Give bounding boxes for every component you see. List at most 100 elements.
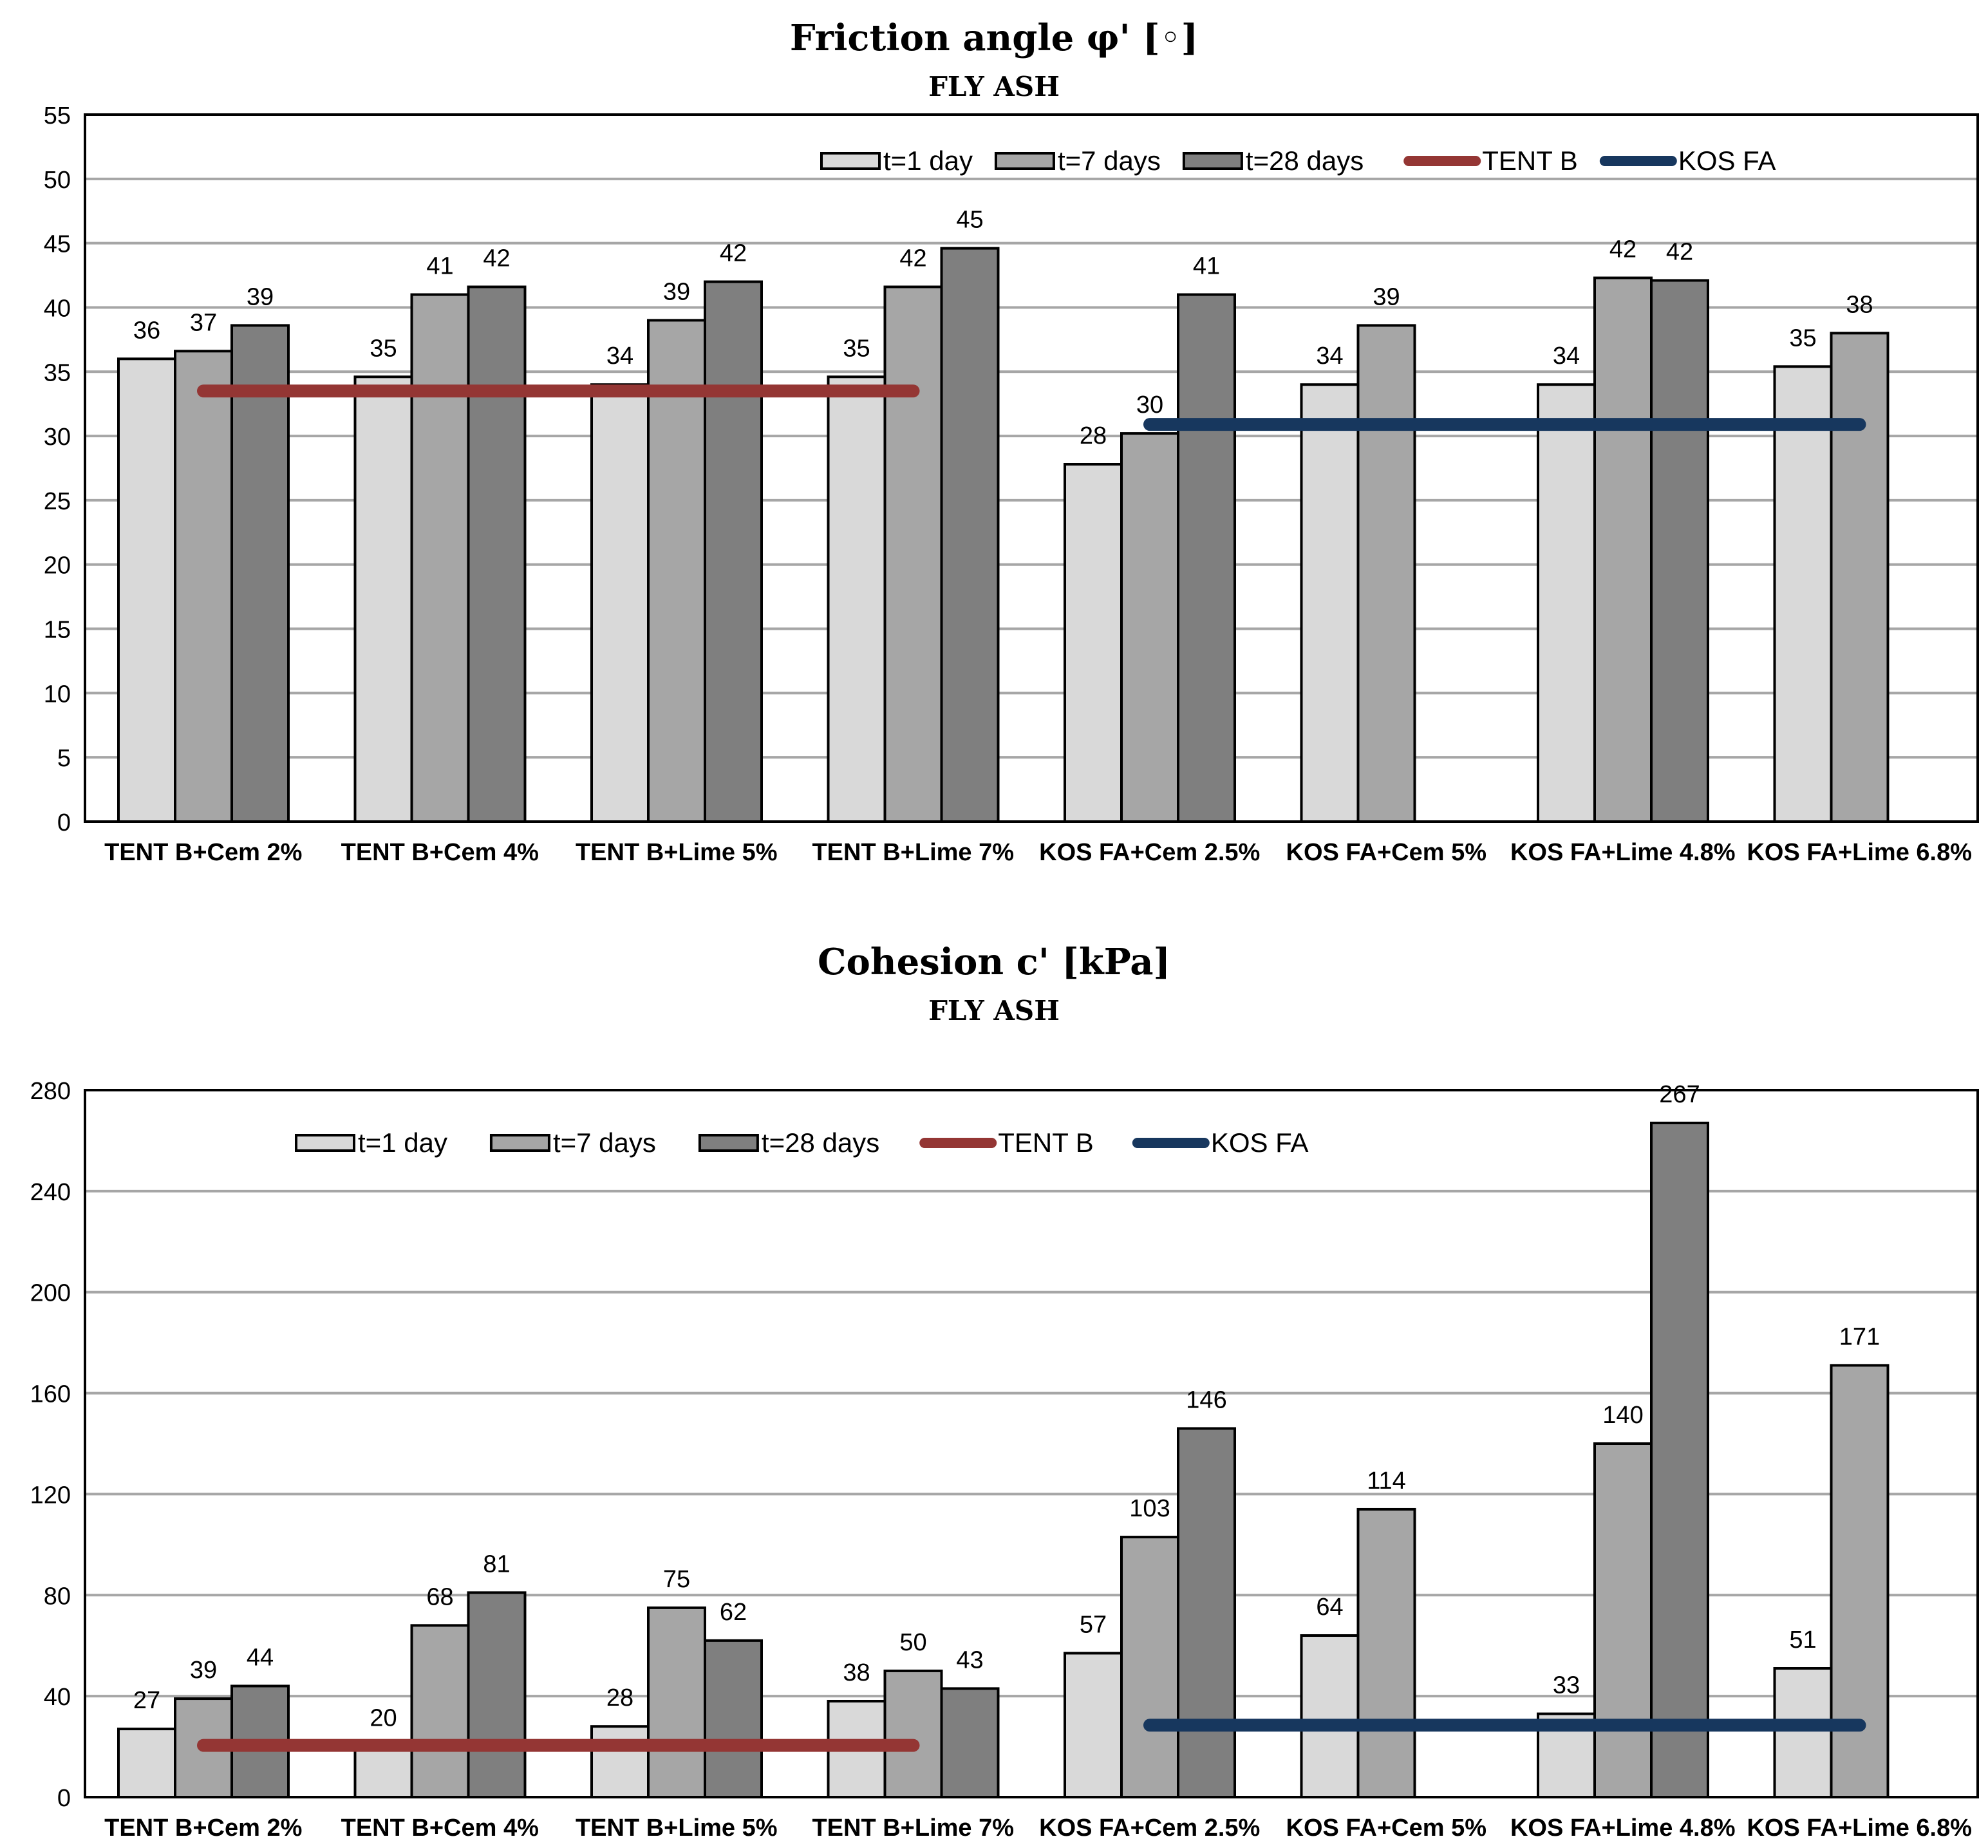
data-label: 45 [956, 207, 983, 234]
bar [410, 1624, 470, 1799]
plot-border [84, 1089, 1979, 1798]
legend-label: KOS FA [1211, 1127, 1309, 1158]
data-label: 34 [606, 343, 633, 370]
bar [1650, 279, 1709, 824]
data-label: 81 [483, 1551, 510, 1578]
data-label: 42 [720, 240, 747, 267]
cohesion-chart: Cohesion c' [kPa] FLY ASH 0 40 80 120 160 200… [0, 924, 1988, 1848]
bar [1830, 1364, 1890, 1798]
bar [1300, 383, 1360, 823]
legend-swatch [994, 152, 1055, 170]
bar [827, 375, 886, 823]
data-label: 30 [1136, 391, 1163, 419]
x-tick-label: KOS FA+Cem 5% [1286, 1815, 1487, 1842]
data-label: 43 [956, 1646, 983, 1674]
bar [1773, 365, 1833, 823]
data-label: 68 [426, 1583, 453, 1610]
legend-label: t=1 day [358, 1127, 447, 1158]
data-label: 28 [606, 1684, 633, 1711]
friction-angle-plot: 0 5 10 15 20 25 30 35 40 45 50 55 36 35 34 35 28 34 34 35 37… [44, 102, 1979, 866]
data-label: 34 [1316, 343, 1343, 370]
legend-label: KOS FA [1678, 146, 1776, 176]
data-label: 103 [1129, 1495, 1170, 1522]
cohesion-plot: 0 40 80 120 160 200 240 280 27 20 28 38 57 64 33 51 39 68… [30, 1078, 1979, 1842]
x-tick-label: KOS FA+Cem 2.5% [1039, 1815, 1260, 1842]
x-tick-label: TENT B+Cem 2% [104, 1815, 302, 1842]
bar [230, 324, 290, 823]
chart-subtitle: FLY ASH [928, 71, 1060, 102]
legend-label: t=1 day [883, 146, 973, 176]
y-tick-label: 20 [44, 552, 71, 580]
x-tick-label: KOS FA+Lime 6.8% [1747, 839, 1972, 866]
bar [1120, 432, 1179, 823]
y-tick-label: 35 [44, 359, 71, 386]
y-tick-label: 5 [57, 745, 71, 772]
bar [704, 1639, 763, 1799]
y-tick-label: 10 [44, 681, 71, 708]
data-label: 75 [663, 1566, 690, 1593]
x-tick-label: TENT B+Cem 4% [341, 1815, 539, 1842]
legend-label: t=28 days [1246, 146, 1364, 176]
bar [1593, 276, 1653, 823]
y-tick-label: 160 [30, 1381, 71, 1408]
chart-subtitle: FLY ASH [928, 995, 1060, 1026]
data-label: 267 [1659, 1081, 1700, 1108]
y-tick-label: 40 [44, 1684, 71, 1711]
data-label: 42 [899, 245, 926, 272]
friction-angle-chart: Friction angle φ' [◦] FLY ASH 0 5 10 15 20 25… [44, 17, 1979, 866]
data-label: 39 [247, 283, 274, 310]
data-label: 35 [370, 335, 397, 362]
data-label: 27 [133, 1687, 160, 1714]
data-label: 42 [1609, 236, 1636, 263]
bar [117, 1728, 176, 1799]
bar [1177, 1427, 1236, 1798]
bar [647, 1606, 706, 1798]
bar [1300, 1634, 1360, 1798]
data-label: 171 [1839, 1323, 1880, 1350]
data-label: 34 [1553, 343, 1580, 370]
x-tick-label: KOS FA+Lime 6.8% [1747, 1815, 1972, 1842]
data-label: 57 [1080, 1611, 1107, 1638]
data-label: 50 [899, 1629, 926, 1656]
bar [1356, 1507, 1416, 1798]
x-tick-label: TENT B+Lime 7% [812, 1815, 1014, 1842]
legend-label: t=7 days [1058, 146, 1161, 176]
bar [467, 1591, 527, 1798]
x-tick-label: TENT B+Lime 7% [812, 839, 1014, 866]
y-tick-label: 80 [44, 1583, 71, 1610]
legend-swatch [698, 1134, 759, 1152]
bar [174, 350, 233, 823]
y-tick-label: 240 [30, 1179, 71, 1206]
bar [1177, 293, 1236, 823]
x-tick-label: KOS FA+Lime 4.8% [1510, 839, 1736, 866]
y-tick-label: 30 [44, 424, 71, 451]
x-tick-label: TENT B+Lime 5% [576, 839, 778, 866]
data-label: 146 [1186, 1386, 1226, 1413]
data-label: 41 [1193, 252, 1220, 279]
bar [940, 1687, 1000, 1798]
data-label: 33 [1553, 1672, 1580, 1699]
y-tick-label: 0 [57, 809, 71, 836]
legend-swatch [1182, 152, 1243, 170]
bar [117, 357, 176, 823]
data-label: 62 [720, 1599, 747, 1626]
chart-title: Cohesion c' [kPa] [817, 941, 1171, 983]
bar [704, 280, 763, 823]
data-label: 35 [1789, 325, 1816, 352]
y-tick-label: 15 [44, 617, 71, 644]
bar [1537, 383, 1596, 823]
y-tick-label: 45 [44, 231, 71, 258]
bar [883, 285, 943, 823]
data-label: 140 [1602, 1402, 1643, 1429]
x-tick-label: KOS FA+Lime 4.8% [1510, 1815, 1736, 1842]
bar [1650, 1121, 1709, 1799]
y-tick-label: 25 [44, 488, 71, 515]
bar [467, 285, 527, 823]
bar [1120, 1536, 1179, 1798]
x-tick-label: KOS FA+Cem 5% [1286, 839, 1487, 866]
data-label: 39 [190, 1657, 217, 1684]
data-label: 114 [1367, 1467, 1406, 1494]
data-label: 38 [843, 1659, 870, 1686]
data-label: 64 [1316, 1594, 1343, 1621]
bar [1593, 1442, 1653, 1798]
